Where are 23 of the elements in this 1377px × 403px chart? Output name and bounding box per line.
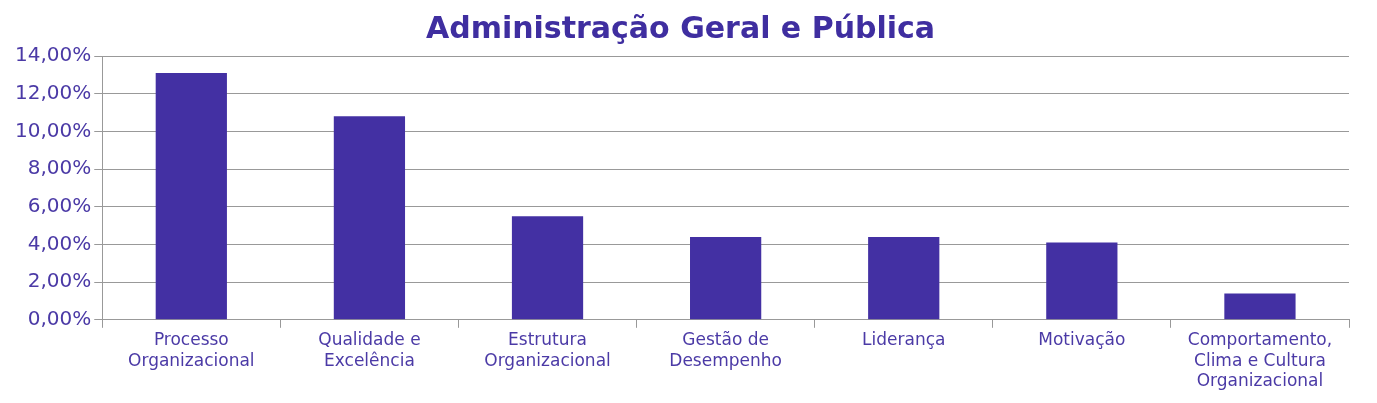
bar xyxy=(1046,242,1118,320)
x-tick-label: Motivação xyxy=(1038,329,1126,350)
y-tick-label: 2,00% xyxy=(27,268,92,293)
bar xyxy=(155,72,227,320)
bar xyxy=(690,236,762,320)
chart-title: Administração Geral e Pública xyxy=(425,9,936,45)
y-tick-label: 4,00% xyxy=(27,230,92,255)
x-tick-label: Qualidade e Excelência xyxy=(318,329,421,370)
y-tick-label: 6,00% xyxy=(27,192,92,217)
y-tick-label: 0,00% xyxy=(27,306,92,330)
y-tick-label: 8,00% xyxy=(27,155,92,180)
x-tick-label: Gestão de Desempenho xyxy=(669,329,782,370)
x-tick-label: Estrutura Organizacional xyxy=(484,329,611,370)
x-tick-label: Liderança xyxy=(862,329,946,350)
bar xyxy=(1224,293,1296,320)
bar xyxy=(333,116,406,320)
x-tick-label: Processo Organizacional xyxy=(128,329,255,370)
y-tick-label: 14,00% xyxy=(14,42,92,67)
bar xyxy=(511,216,584,320)
y-tick-label: 12,00% xyxy=(14,79,92,104)
y-tick-label: 10,00% xyxy=(14,117,92,142)
x-tick-label: Comportamento, Clima e Cultura Organizacional xyxy=(1187,329,1333,391)
bar xyxy=(868,236,940,320)
